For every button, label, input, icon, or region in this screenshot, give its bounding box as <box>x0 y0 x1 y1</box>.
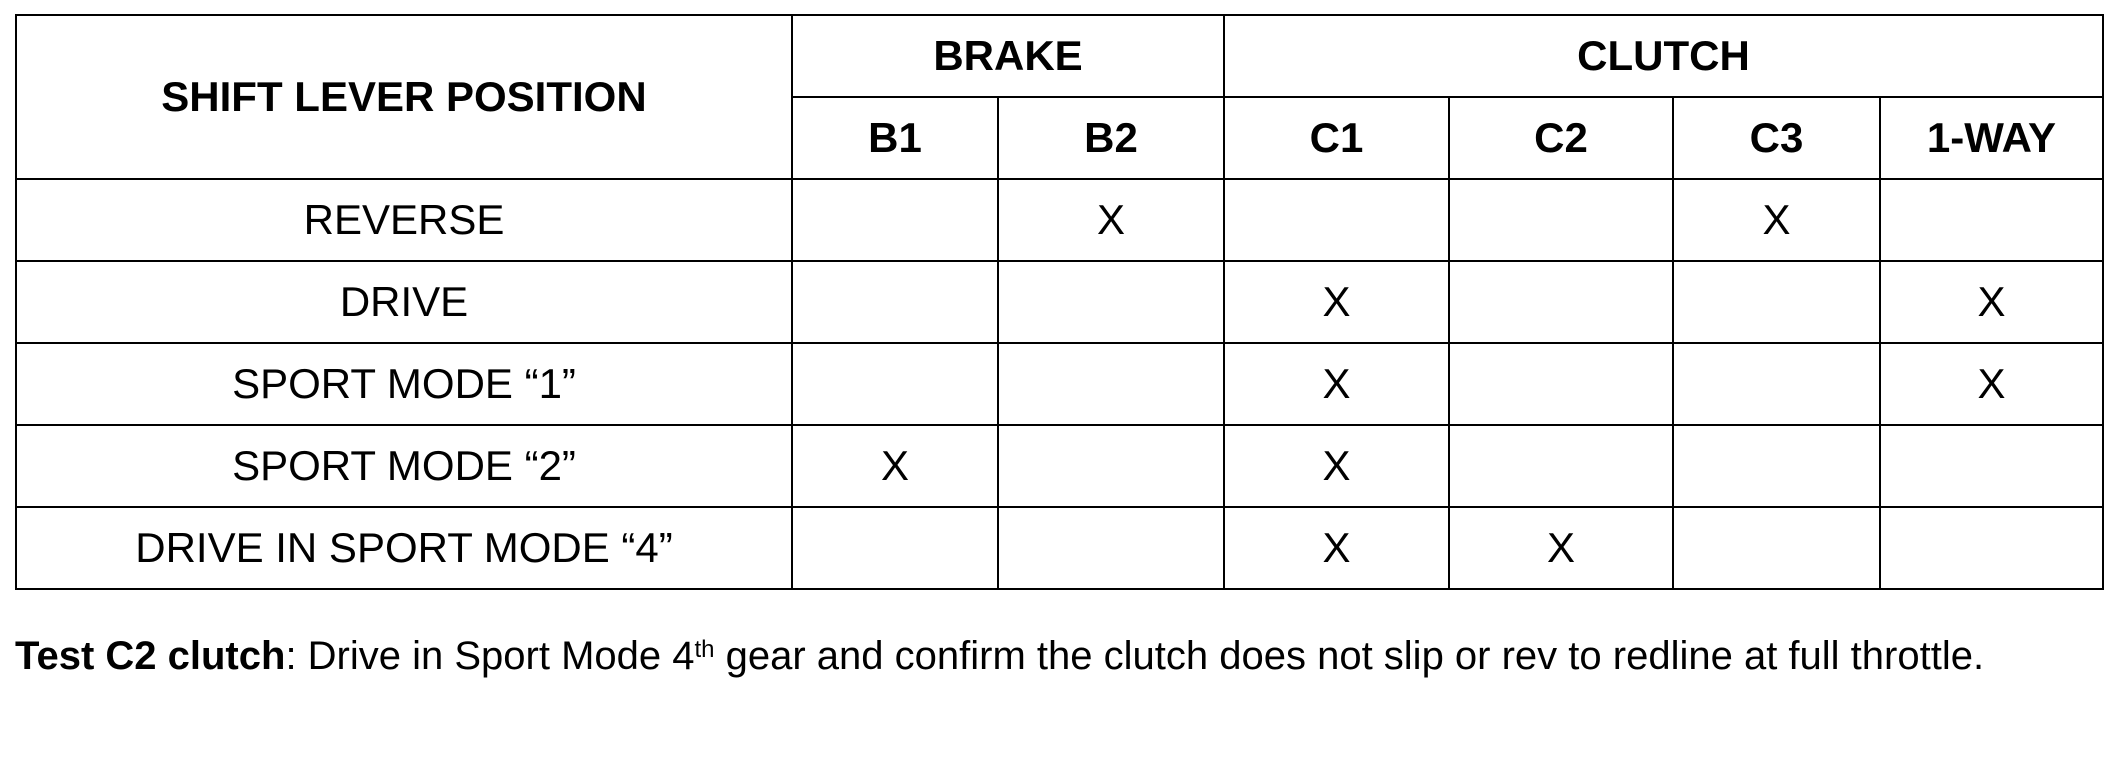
table-cell <box>997 342 1225 426</box>
header-c2: C2 <box>1448 96 1674 180</box>
table-cell: X <box>1448 506 1674 590</box>
table-cell: X <box>791 424 999 508</box>
table-cell: X <box>1223 506 1450 590</box>
table-cell <box>1672 424 1881 508</box>
row-label: SPORT MODE “2” <box>15 424 793 508</box>
table-cell <box>1448 342 1674 426</box>
table-cell: X <box>1879 260 2104 344</box>
table-cell <box>1879 506 2104 590</box>
table-cell <box>791 506 999 590</box>
table-cell: X <box>1879 342 2104 426</box>
header-group-clutch: CLUTCH <box>1223 14 2104 98</box>
table-cell <box>997 506 1225 590</box>
note-text: : Drive in Sport Mode 4 <box>285 634 695 678</box>
table-row: SPORT MODE “1” X X <box>15 342 2104 426</box>
table-cell <box>1672 506 1881 590</box>
table-cell <box>791 260 999 344</box>
header-b1: B1 <box>791 96 999 180</box>
table-cell: X <box>1223 342 1450 426</box>
table-cell <box>1223 178 1450 262</box>
table-cell: X <box>1223 424 1450 508</box>
table-cell <box>791 178 999 262</box>
table-cell <box>1879 424 2104 508</box>
table-cell <box>997 424 1225 508</box>
header-1-way: 1-WAY <box>1879 96 2104 180</box>
header-shift-lever-position: SHIFT LEVER POSITION <box>15 14 793 180</box>
header-b2: B2 <box>997 96 1225 180</box>
header-c3: C3 <box>1672 96 1881 180</box>
header-group-brake: BRAKE <box>791 14 1225 98</box>
note-text-cont: gear and confirm the clutch does not sli… <box>714 634 1985 678</box>
test-note: Test C2 clutch: Drive in Sport Mode 4th … <box>15 628 2095 684</box>
row-label: DRIVE IN SPORT MODE “4” <box>15 506 793 590</box>
note-bold: Test C2 clutch <box>15 634 286 678</box>
header-c1: C1 <box>1223 96 1450 180</box>
note-superscript: th <box>694 636 715 663</box>
table-cell <box>791 342 999 426</box>
row-label: SPORT MODE “1” <box>15 342 793 426</box>
table-cell <box>1672 342 1881 426</box>
table-row: DRIVE X X <box>15 260 2104 344</box>
row-label: REVERSE <box>15 178 793 262</box>
table-cell: X <box>997 178 1225 262</box>
table-cell: X <box>1672 178 1881 262</box>
table-cell: X <box>1223 260 1450 344</box>
clutch-brake-application-table: SHIFT LEVER POSITION BRAKE CLUTCH B1 B2 … <box>15 14 2104 590</box>
table-row: DRIVE IN SPORT MODE “4” X X <box>15 506 2104 590</box>
table-cell <box>1448 260 1674 344</box>
table-cell <box>1672 260 1881 344</box>
table-cell <box>1448 424 1674 508</box>
table-row: SPORT MODE “2” X X <box>15 424 2104 508</box>
row-label: DRIVE <box>15 260 793 344</box>
table-cell <box>997 260 1225 344</box>
table-row: REVERSE X X <box>15 178 2104 262</box>
table-cell <box>1448 178 1674 262</box>
table-cell <box>1879 178 2104 262</box>
